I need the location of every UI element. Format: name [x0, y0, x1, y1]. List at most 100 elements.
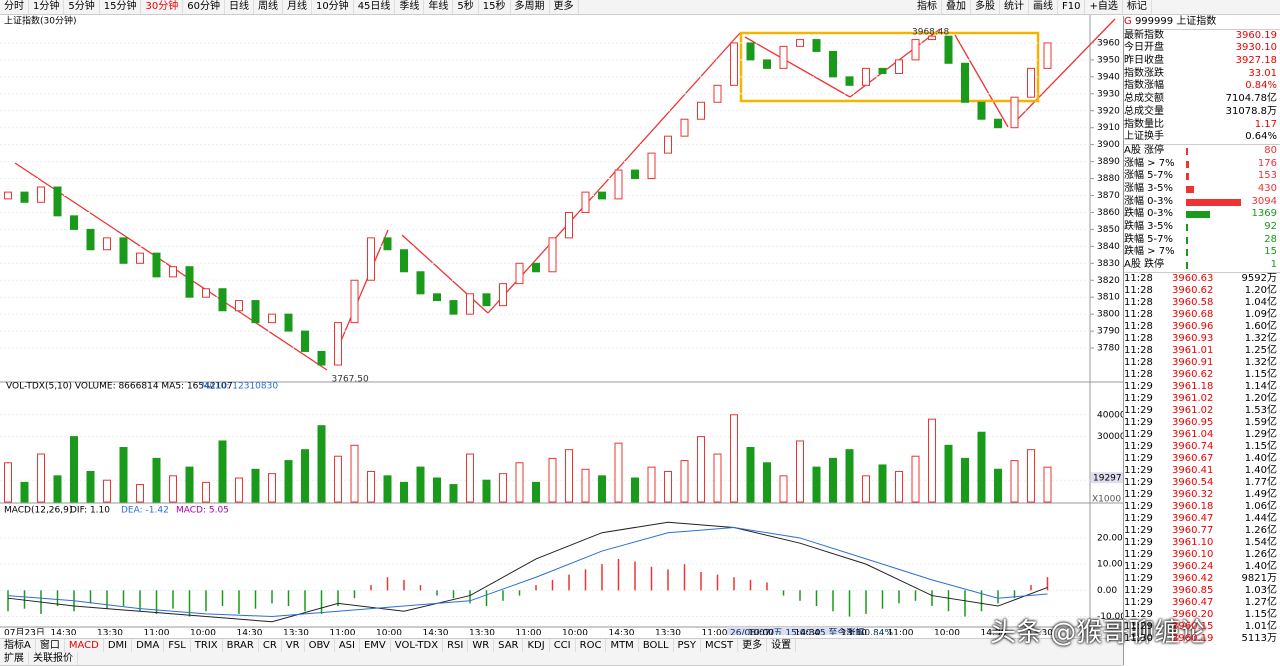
volume-bar [581, 468, 590, 503]
indicator-tab[interactable]: FSL [164, 639, 191, 652]
indicator-tab[interactable]: ASI [335, 639, 360, 652]
indicator-tab[interactable]: 设置 [767, 639, 797, 652]
volume-bar [548, 457, 557, 503]
indicator-tab[interactable]: BOLL [639, 639, 674, 652]
y-tick-label: 20.00 [1097, 533, 1123, 543]
period-button[interactable]: 1分钟 [29, 0, 65, 14]
period-button[interactable]: 5秒 [453, 0, 479, 14]
candle [515, 262, 524, 285]
indicator-tab[interactable]: SAR [494, 639, 524, 652]
indicator-tab[interactable]: MACD [65, 639, 104, 652]
dist-label: A股 涨停 [1124, 144, 1165, 156]
period-button[interactable]: 45日线 [354, 0, 396, 14]
candle [779, 45, 788, 69]
period-button[interactable]: 10分钟 [312, 0, 354, 14]
bottom-button[interactable]: 扩展 [0, 652, 29, 665]
tick-volume: 1.32亿 [1244, 332, 1277, 344]
tick-row: 11:28 3960.58 1.04亿 [1124, 297, 1280, 309]
tool-button[interactable]: +自选 [1085, 0, 1123, 14]
period-button[interactable]: 多周期 [511, 0, 550, 14]
volume-bar [152, 457, 161, 503]
volume-bar [400, 481, 408, 503]
cursor-info: 26/08/07/五 15:00 45 至今涨幅0.84% [730, 627, 893, 636]
range-box [739, 31, 1040, 103]
period-button[interactable]: 分时 [0, 0, 29, 14]
tool-button[interactable]: 标记 [1123, 0, 1152, 14]
tool-button[interactable]: 画线 [1029, 0, 1058, 14]
period-button[interactable]: 周线 [254, 0, 283, 14]
y-tick-label: 3830 [1097, 259, 1120, 269]
indicator-tab[interactable]: CR [259, 639, 282, 652]
indicator-tab[interactable]: BRAR [223, 639, 259, 652]
volume-bar [482, 479, 491, 503]
indicator-tab[interactable]: VOL-TDX [391, 639, 444, 652]
x-tick-label: 14:30 [51, 629, 77, 636]
tick-volume: 1.49亿 [1244, 488, 1277, 500]
stat-label: 总成交量 [1124, 105, 1164, 117]
tool-button[interactable]: F10 [1058, 0, 1086, 14]
period-button[interactable]: 5分钟 [64, 0, 100, 14]
indicator-tab[interactable]: PSY [674, 639, 702, 652]
volume-bar [812, 466, 821, 503]
indicator-tab[interactable]: MTM [606, 639, 639, 652]
period-button[interactable]: 月线 [283, 0, 312, 14]
candle [449, 300, 458, 315]
indicator-tab[interactable]: 窗口 [36, 639, 65, 652]
indicator-tab[interactable]: DMI [104, 639, 133, 652]
indicator-tab[interactable]: 更多 [738, 639, 768, 652]
tool-button[interactable]: 统计 [1000, 0, 1029, 14]
indicator-tab[interactable]: MCST [701, 639, 739, 652]
volume-bar [829, 457, 837, 503]
volume-bar [185, 466, 194, 503]
dist-value: 3094 [1251, 195, 1277, 207]
period-button[interactable]: 15秒 [479, 0, 511, 14]
indicator-tab[interactable]: VR [282, 639, 305, 652]
volume-bar [235, 477, 243, 503]
tool-button[interactable]: 叠加 [942, 0, 971, 14]
candle [251, 300, 260, 324]
tick-row: 11:28 3960.62 1.15亿 [1124, 369, 1280, 381]
dist-label: 跌幅 5-7% [1124, 233, 1174, 245]
period-button[interactable]: 60分钟 [183, 0, 225, 14]
indicator-tab[interactable]: WR [468, 639, 495, 652]
period-button[interactable]: 15分钟 [100, 0, 142, 14]
tool-button[interactable]: 多股 [971, 0, 1000, 14]
candle [878, 67, 887, 74]
period-button[interactable]: 季线 [395, 0, 425, 14]
dist-bar [1186, 236, 1188, 244]
tick-row: 11:29 3960.32 1.49亿 [1124, 489, 1280, 501]
candle [1043, 42, 1052, 69]
volume-bar [1043, 466, 1052, 503]
period-button[interactable]: 30分钟 [141, 0, 184, 14]
indicator-tab[interactable]: KDJ [523, 639, 550, 652]
stat-row: 上证换手 0.64% [1124, 131, 1280, 144]
indicator-tab[interactable]: CCI [550, 639, 576, 652]
indicator-tab[interactable]: TRIX [191, 639, 223, 652]
tick-time: 11:29 [1124, 596, 1153, 608]
tick-price: 3960.91 [1172, 356, 1214, 368]
dist-row: 跌幅 5-7% 28 [1124, 234, 1280, 247]
period-button[interactable]: 日线 [225, 0, 254, 14]
tick-row: 11:29 3961.02 1.53亿 [1124, 405, 1280, 417]
indicator-tab[interactable]: RSI [443, 639, 469, 652]
tool-button[interactable]: 指标 [913, 0, 942, 14]
indicator-tab[interactable]: OBV [305, 639, 335, 652]
volume-bar [631, 477, 639, 503]
dist-bar [1186, 249, 1188, 257]
indicator-tab[interactable]: ROC [576, 639, 607, 652]
tick-price: 3960.47 [1172, 596, 1214, 608]
indicator-tab[interactable]: 指标A [0, 639, 36, 652]
watermark: 头条 @猴哥聊缠论 [990, 618, 1207, 648]
indicator-tab[interactable]: DMA [132, 639, 165, 652]
period-button[interactable]: 年线 [424, 0, 454, 14]
bottom-button[interactable]: 关联报价 [29, 652, 78, 665]
volume-bar [169, 475, 177, 503]
stat-row: 今日开盘 3930.10 [1124, 42, 1280, 55]
tick-row: 11:29 3960.47 1.44亿 [1124, 513, 1280, 525]
volume-bar [515, 462, 524, 503]
y-tick-label: 3850 [1097, 225, 1120, 235]
tick-time: 11:29 [1124, 620, 1153, 632]
dist-row: 跌幅 3-5% 92 [1124, 221, 1280, 234]
period-button[interactable]: 更多 [550, 0, 579, 14]
indicator-tab[interactable]: EMV [360, 639, 391, 652]
